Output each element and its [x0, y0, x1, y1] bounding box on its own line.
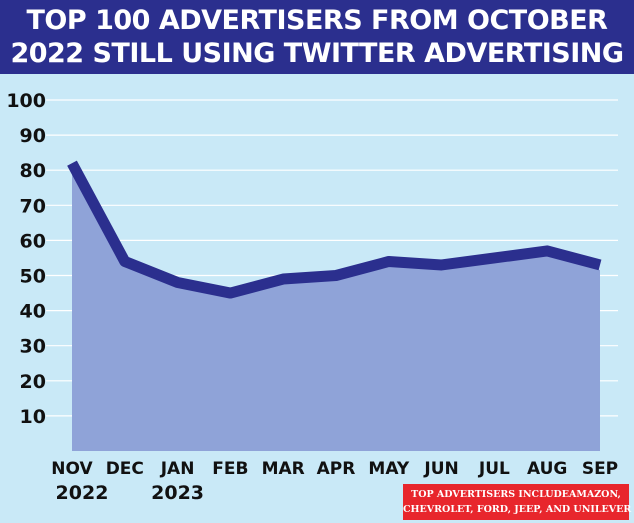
x-tick-label-sep: SEP [582, 459, 618, 479]
x-year-label-2022: 2022 [56, 482, 109, 504]
area-fill [72, 168, 600, 451]
advertisers-note-line-2: CHEVROLET, FORD, JEEP, AND UNILEVER [403, 504, 632, 515]
x-year-label-2023: 2023 [151, 482, 204, 504]
x-tick-label-mar: MAR [262, 459, 305, 479]
y-tick-label: 80 [20, 160, 46, 182]
x-tick-label-jan: JAN [160, 459, 195, 479]
x-tick-label-dec: DEC [106, 459, 144, 479]
x-tick-label-apr: APR [317, 459, 356, 479]
chart-title-line-2: 2022 STILL USING TWITTER ADVERTISING [10, 38, 624, 69]
chart-title: TOP 100 ADVERTISERS FROM OCTOBER 2022 ST… [0, 0, 634, 74]
x-tick-label-may: MAY [368, 459, 409, 479]
y-tick-label: 30 [20, 336, 46, 358]
x-tick-label-jul: JUL [478, 459, 510, 479]
x-tick-label-feb: FEB [212, 459, 248, 479]
x-tick-label-nov: NOV [51, 459, 93, 479]
y-tick-label: 40 [20, 301, 46, 323]
y-tick-label: 60 [20, 230, 46, 252]
advertisers-note: TOP ADVERTISERS INCLUDEAMAZON, CHEVROLET… [403, 484, 632, 520]
line-area-chart: 10 20 30 40 50 60 70 80 90 100 NOV DEC JAN FEB MAR APR… [6, 90, 618, 504]
y-tick-label: 10 [20, 406, 46, 428]
y-tick-label: 90 [20, 125, 46, 147]
chart-title-line-1: TOP 100 ADVERTISERS FROM OCTOBER [26, 5, 608, 36]
advertisers-note-line-1: TOP ADVERTISERS INCLUDEAMAZON, [411, 489, 621, 500]
series-line [67, 160, 602, 299]
y-tick-label: 70 [20, 195, 46, 217]
y-tick-label: 50 [20, 266, 46, 288]
y-tick-label: 100 [6, 90, 46, 112]
x-tick-label-jun: JUN [423, 459, 458, 479]
x-tick-label-aug: AUG [527, 459, 567, 479]
y-tick-label: 20 [20, 371, 46, 393]
